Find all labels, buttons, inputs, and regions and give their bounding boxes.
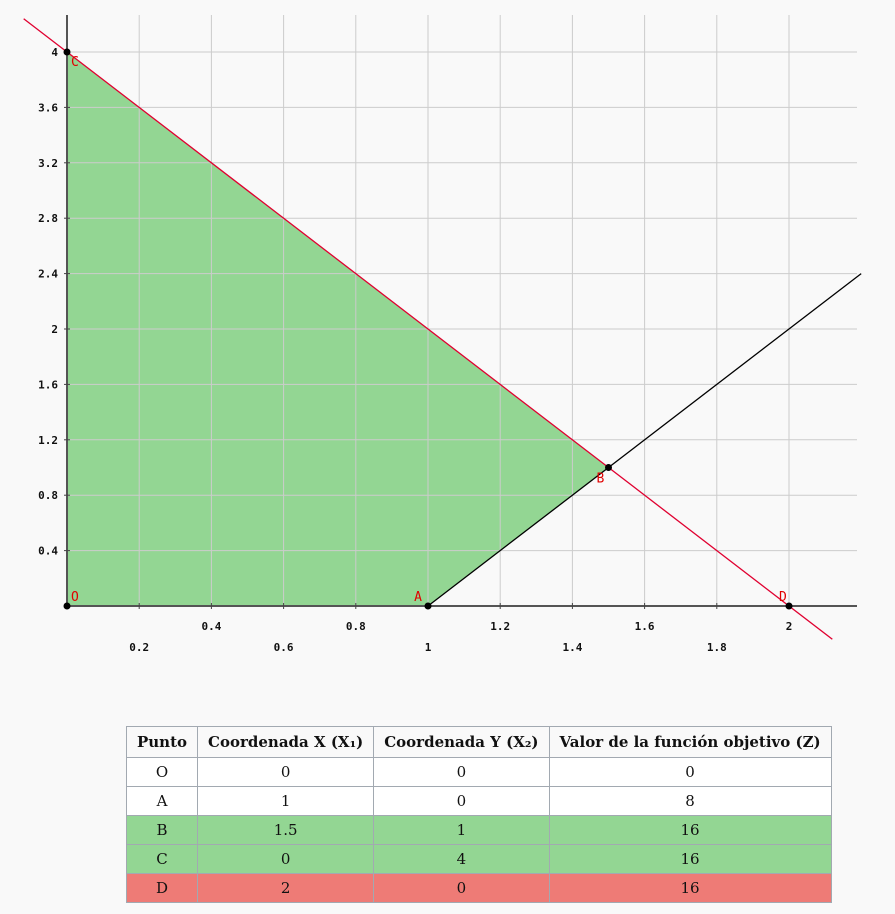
vertex-point-o	[63, 602, 71, 610]
cell-punto: O	[125, 757, 199, 787]
table-header-row: Punto Coordenada X (X₁) Coordenada Y (X₂…	[125, 726, 832, 758]
vertices-table: Punto Coordenada X (X₁) Coordenada Y (X₂…	[125, 726, 832, 903]
cell-punto: A	[125, 786, 199, 816]
cell-z: 0	[548, 757, 832, 787]
header-objective: Valor de la función objetivo (Z)	[548, 726, 832, 758]
vertices-table-container: Punto Coordenada X (X₁) Coordenada Y (X₂…	[125, 726, 832, 903]
y-tick-label: 2	[51, 323, 58, 336]
x-tick-label: 2	[786, 620, 793, 633]
vertex-point-b	[605, 464, 612, 471]
vertex-point-a	[424, 602, 432, 610]
cell-y: 0	[373, 786, 550, 816]
constraint-line-1	[23, 18, 833, 640]
cell-z: 8	[548, 786, 832, 816]
cell-x: 2	[197, 873, 375, 903]
table-row-o: O 0 0 0	[125, 757, 832, 787]
cell-y: 1	[373, 815, 550, 845]
chart-plot: 0.2 0.4 0.6 0.8 1 1.2 1.4 1.6 1.8 2 0.4 0.8 1.2 1.6 2 2…	[23, 15, 862, 654]
vertex-point-d	[785, 602, 793, 610]
y-tick-label: 3.2	[38, 157, 58, 170]
cell-x: 0	[197, 757, 375, 787]
y-tick-label: 4	[51, 46, 58, 59]
constraint-line-2	[427, 273, 862, 607]
vertex-label-o: O	[71, 590, 79, 605]
vertex-label-d: D	[779, 590, 787, 605]
cell-punto: D	[125, 873, 199, 903]
table-row-a: A 1 0 8	[125, 786, 832, 816]
cell-z: 16	[548, 844, 832, 874]
header-coord-x: Coordenada X (X₁)	[197, 726, 375, 758]
x-tick-label: 0.4	[201, 620, 221, 633]
y-tick-label: 0.8	[38, 489, 58, 502]
vertex-label-a: A	[414, 590, 422, 605]
vertex-label-b: B	[597, 472, 605, 487]
x-tick-label: 1	[425, 641, 432, 654]
table-row-b: B 1.5 1 16	[125, 815, 832, 845]
x-tick-label: 0.8	[346, 620, 366, 633]
x-tick-label: 1.6	[635, 620, 655, 633]
x-tick-label: 1.4	[562, 641, 582, 654]
x-tick-label: 1.2	[490, 620, 510, 633]
cell-z: 16	[548, 815, 832, 845]
x-tick-label: 0.2	[129, 641, 149, 654]
y-tick-label: 1.6	[38, 378, 58, 391]
x-tick-label: 0.6	[274, 641, 294, 654]
cell-z: 16	[548, 873, 832, 903]
y-tick-label: 3.6	[38, 101, 58, 114]
y-tick-label: 2.8	[38, 212, 58, 225]
cell-x: 0	[197, 844, 375, 874]
y-tick-label: 1.2	[38, 434, 58, 447]
table-row-c: C 0 4 16	[125, 844, 832, 874]
cell-x: 1.5	[197, 815, 375, 845]
y-tick-label: 0.4	[38, 545, 58, 558]
cell-punto: B	[125, 815, 199, 845]
vertex-point-c	[63, 48, 71, 56]
table-row-d: D 2 0 16	[125, 873, 832, 903]
cell-punto: C	[125, 844, 199, 874]
vertex-label-c: C	[71, 55, 79, 70]
cell-y: 0	[373, 757, 550, 787]
cell-y: 0	[373, 873, 550, 903]
y-tick-label: 2.4	[38, 268, 58, 281]
x-tick-label: 1.8	[707, 641, 727, 654]
cell-x: 1	[197, 786, 375, 816]
header-punto: Punto	[125, 726, 199, 758]
header-coord-y: Coordenada Y (X₂)	[373, 726, 550, 758]
cell-y: 4	[373, 844, 550, 874]
